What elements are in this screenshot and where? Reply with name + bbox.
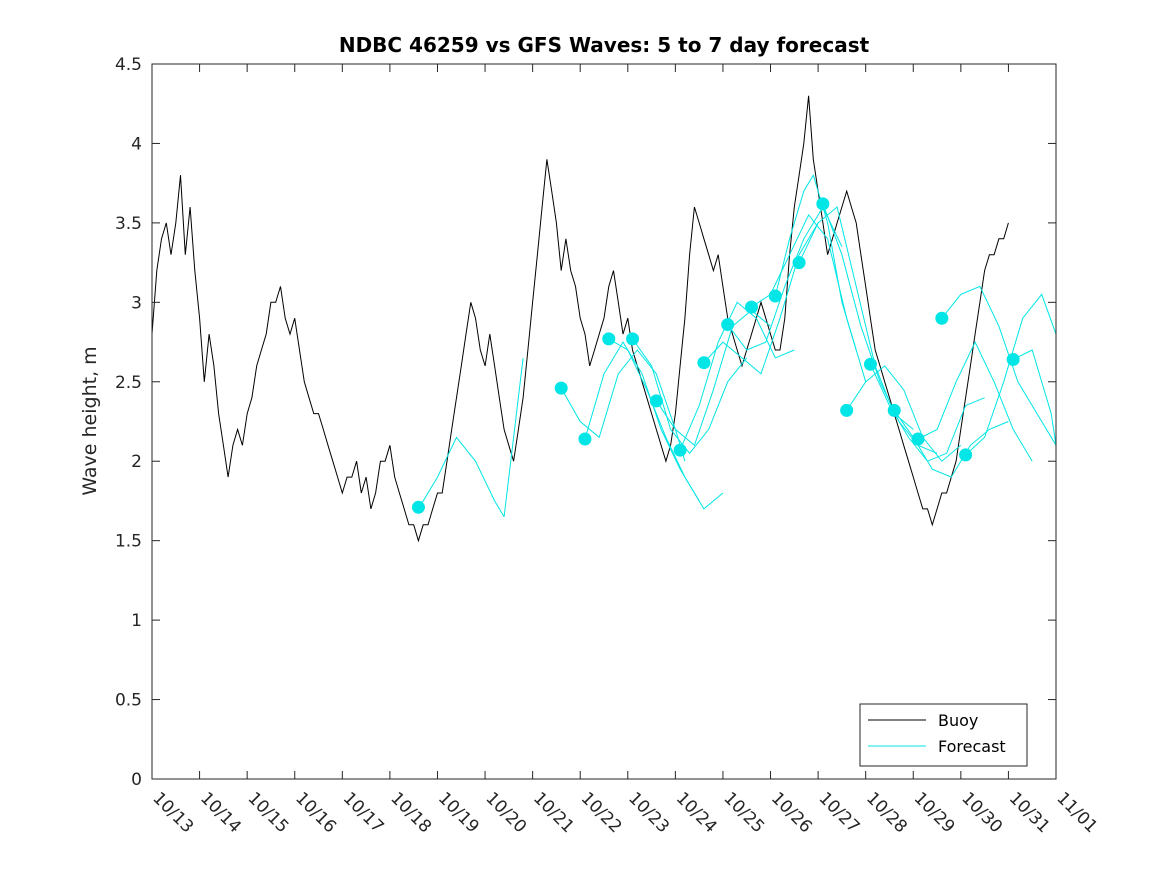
- forecast-marker: [649, 394, 663, 408]
- forecast-marker: [887, 403, 901, 417]
- y-axis-label: Wave height, m: [79, 346, 101, 495]
- forecast-series-line: [941, 285, 1057, 446]
- forecast-marker: [673, 443, 687, 457]
- legend-box: [859, 703, 1028, 767]
- plot-frame: [151, 63, 1057, 780]
- forecast-marker: [411, 500, 425, 514]
- y-tick-label: 0: [131, 770, 142, 790]
- legend: Buoy Forecast: [859, 703, 1028, 767]
- forecast-marker: [554, 381, 568, 395]
- y-tick-label: 0.5: [115, 691, 142, 711]
- y-tick-label: 4.5: [115, 55, 142, 75]
- forecast-series-line: [417, 436, 505, 518]
- forecast-marker: [578, 432, 592, 446]
- y-tick-label: 2: [131, 452, 142, 472]
- forecast-marker: [602, 332, 616, 346]
- forecast-marker: [840, 403, 854, 417]
- forecast-marker: [863, 357, 877, 371]
- forecast-series-line: [560, 349, 686, 462]
- forecast-marker: [1006, 353, 1020, 367]
- legend-buoy-label: Buoy: [938, 711, 978, 730]
- forecast-series-line: [679, 301, 795, 451]
- y-tick-label: 1.5: [115, 532, 142, 552]
- forecast-series-line: [503, 357, 524, 517]
- y-tick-label: 2.5: [115, 373, 142, 393]
- forecast-series-line: [632, 338, 748, 455]
- buoy-series-line: [151, 95, 1009, 543]
- forecast-series-line: [608, 338, 724, 510]
- forecast-marker: [744, 300, 758, 314]
- forecast-series-line: [917, 340, 1033, 462]
- forecast-series-line: [774, 173, 857, 351]
- forecast-marker: [626, 332, 640, 346]
- chart-title: NDBC 46259 vs GFS Waves: 5 to 7 day fore…: [339, 33, 870, 57]
- forecast-marker: [911, 432, 925, 446]
- forecast-series-line: [965, 293, 1057, 456]
- forecast-marker: [721, 318, 735, 332]
- forecast-series-line: [584, 341, 700, 502]
- legend-forecast-label: Forecast: [938, 737, 1006, 756]
- y-tick-label: 3: [131, 293, 142, 313]
- y-tick-label: 3.5: [115, 214, 142, 234]
- forecast-marker: [697, 356, 711, 370]
- series-layer: [151, 95, 1057, 543]
- forecast-series-line: [1012, 349, 1057, 446]
- forecast-series-line: [703, 222, 819, 375]
- forecast-marker: [792, 256, 806, 270]
- y-tick-label: 1: [131, 611, 142, 631]
- y-tick-label: 4: [131, 134, 142, 154]
- forecast-series-line: [846, 365, 962, 462]
- forecast-marker: [959, 448, 973, 462]
- forecast-marker: [935, 311, 949, 325]
- forecast-marker: [816, 197, 830, 211]
- forecast-marker: [768, 289, 782, 303]
